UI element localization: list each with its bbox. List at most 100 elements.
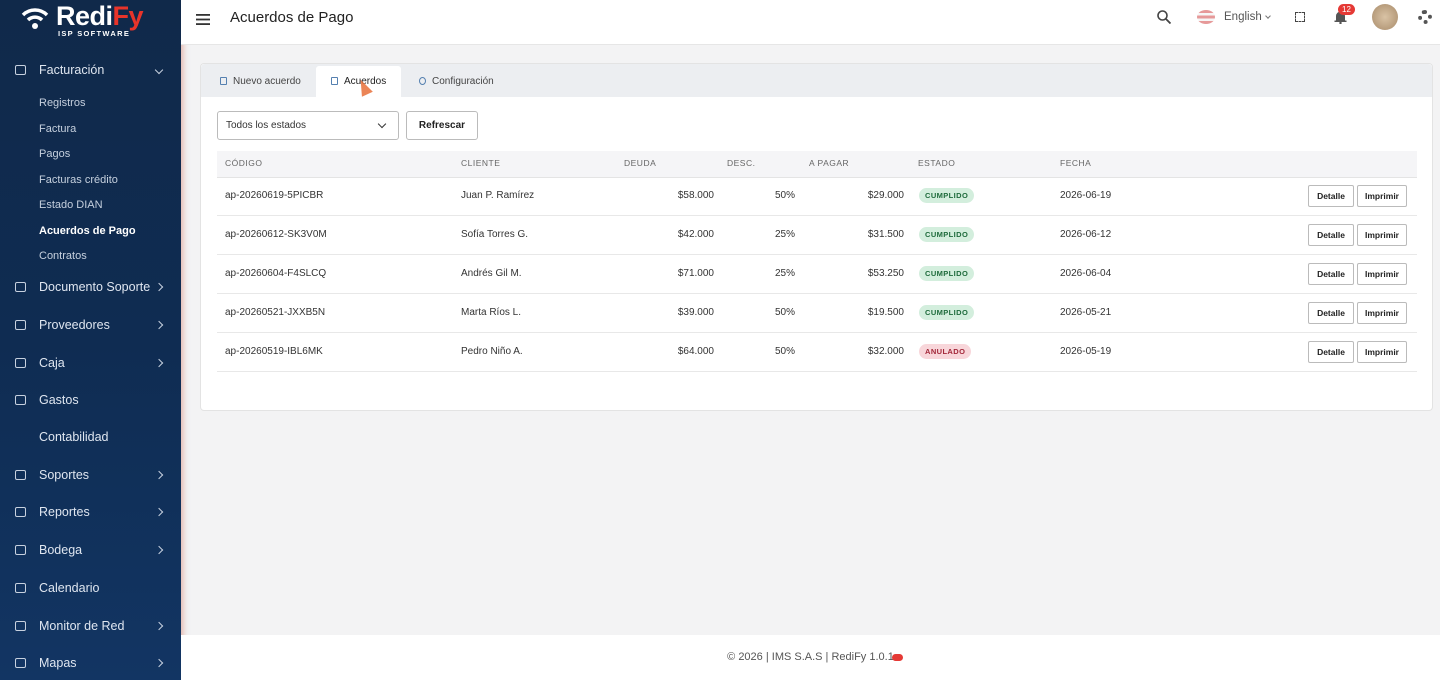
- menu-item[interactable]: Mapas: [39, 656, 77, 670]
- menu-icon: [15, 358, 26, 368]
- settings-icon[interactable]: [1418, 10, 1432, 24]
- table-cell: $29.000: [867, 190, 904, 201]
- tab-bar: [201, 64, 1432, 97]
- menu-chevron: [154, 507, 164, 517]
- action-button[interactable]: Imprimir: [1357, 224, 1407, 246]
- language-chevron: [1265, 13, 1271, 19]
- menu-item[interactable]: Soportes: [39, 468, 90, 482]
- table-cell: $31.500: [867, 229, 904, 240]
- table-cell: 25%: [774, 268, 795, 279]
- submenu-item[interactable]: Estado DIAN: [39, 199, 103, 211]
- menu-chevron: [154, 658, 164, 668]
- tab[interactable]: Nuevo acuerdo: [233, 76, 301, 87]
- menu-icon: [15, 282, 26, 292]
- row-divider: [217, 332, 1417, 333]
- language-select[interactable]: English: [1224, 11, 1262, 23]
- status-badge: CUMPLIDO: [919, 305, 975, 320]
- menu-item[interactable]: Documento Soporte: [39, 280, 151, 294]
- table-cell: Sofía Torres G.: [461, 229, 529, 240]
- table-cell: 50%: [774, 346, 795, 357]
- refresh-button[interactable]: Refrescar: [406, 111, 478, 140]
- menu-icon: [15, 583, 26, 593]
- table-cell: ap-20260604-F4SLCQ: [225, 268, 327, 279]
- menu-toggle[interactable]: [196, 12, 210, 25]
- tab[interactable]: Configuración: [432, 76, 494, 87]
- menu-item[interactable]: Reportes: [39, 505, 90, 519]
- table-header: [217, 151, 1417, 178]
- table-cell: 2026-05-21: [1060, 307, 1112, 318]
- menu-item[interactable]: Facturación: [39, 63, 105, 77]
- submenu-item[interactable]: Contratos: [39, 250, 87, 262]
- submenu-item[interactable]: Factura: [39, 122, 77, 135]
- row-divider: [217, 371, 1417, 372]
- column-header: CÓDIGO: [225, 158, 263, 168]
- menu-icon: [15, 395, 26, 405]
- column-header: DESC.: [727, 158, 756, 168]
- logo-tagline: ISP SOFTWARE: [58, 29, 131, 38]
- menu-chevron: [154, 65, 164, 75]
- menu-item[interactable]: Calendario: [39, 581, 100, 595]
- tab[interactable]: Acuerdos: [316, 66, 401, 97]
- action-button[interactable]: Detalle: [1308, 224, 1354, 246]
- search-icon[interactable]: [1157, 10, 1172, 25]
- magnifier: [1157, 10, 1172, 25]
- menu-icon: [15, 621, 26, 631]
- menu-chevron: [154, 470, 164, 480]
- submenu-item[interactable]: Registros: [39, 97, 86, 109]
- submenu-item[interactable]: Pagos: [39, 148, 71, 160]
- logo-icon: [20, 4, 50, 30]
- action-button[interactable]: Imprimir: [1357, 185, 1407, 207]
- action-button[interactable]: Imprimir: [1357, 302, 1407, 324]
- logo-text: Redi: [56, 1, 113, 31]
- table-cell: Andrés Gil M.: [461, 268, 522, 279]
- table-cell: ap-20260612-SK3V0M: [225, 229, 327, 240]
- table-cell: $58.000: [677, 190, 714, 201]
- table-cell: Marta Ríos L.: [461, 307, 522, 318]
- menu-item[interactable]: Caja: [39, 356, 65, 370]
- menu-icon: [15, 507, 26, 517]
- menu-item[interactable]: Gastos: [39, 393, 79, 407]
- column-header: FECHA: [1060, 158, 1092, 168]
- table-cell: $32.000: [867, 346, 904, 357]
- header: Acuerdos de Pago English 12: [181, 0, 1440, 45]
- submenu-item[interactable]: Facturas crédito: [39, 173, 118, 186]
- action-button[interactable]: Detalle: [1308, 263, 1354, 285]
- action-button[interactable]: Detalle: [1308, 341, 1354, 363]
- action-button[interactable]: Imprimir: [1357, 341, 1407, 363]
- menu-item[interactable]: Contabilidad: [39, 430, 109, 444]
- footer: © 2026 | IMS S.A.S | RediFy 1.0.1: [181, 635, 1440, 680]
- action-button[interactable]: Imprimir: [1357, 263, 1407, 285]
- menu-chevron: [154, 282, 164, 292]
- table-cell: ap-20260619-5PICBR: [225, 190, 324, 201]
- table-cell: $42.000: [677, 229, 714, 240]
- table-cell: 50%: [774, 190, 795, 201]
- table-cell: $19.500: [867, 307, 904, 318]
- status-select[interactable]: Todos los estados: [217, 111, 399, 140]
- menu-icon: [15, 65, 26, 75]
- action-button[interactable]: Detalle: [1308, 302, 1354, 324]
- logo: RediFy: [56, 1, 144, 32]
- table-cell: ap-20260521-JXXB5N: [225, 307, 326, 318]
- table-cell: 2026-05-19: [1060, 346, 1112, 357]
- fullscreen-icon[interactable]: [1295, 12, 1305, 22]
- table-cell: Pedro Niño A.: [461, 346, 523, 357]
- avatar[interactable]: [1372, 4, 1398, 30]
- menu-item[interactable]: Bodega: [39, 543, 83, 557]
- menu-icon: [15, 545, 26, 555]
- table-cell: 50%: [774, 307, 795, 318]
- action-button[interactable]: Detalle: [1308, 185, 1354, 207]
- menu-chevron: [154, 358, 164, 368]
- menu-chevron: [154, 320, 164, 330]
- submenu-item[interactable]: Acuerdos de Pago: [39, 224, 136, 237]
- flag-icon: [1197, 10, 1215, 24]
- table-cell: Juan P. Ramírez: [461, 190, 535, 201]
- menu-item[interactable]: Monitor de Red: [39, 619, 125, 633]
- table-cell: $53.250: [867, 268, 904, 279]
- tab-icon: [331, 77, 338, 85]
- menu-chevron: [154, 621, 164, 631]
- page-title: Acuerdos de Pago: [230, 9, 354, 26]
- table-cell: 2026-06-19: [1060, 190, 1112, 201]
- table-cell: $39.000: [677, 307, 714, 318]
- logo-text-accent: Fy: [112, 1, 144, 31]
- menu-item[interactable]: Proveedores: [39, 318, 110, 332]
